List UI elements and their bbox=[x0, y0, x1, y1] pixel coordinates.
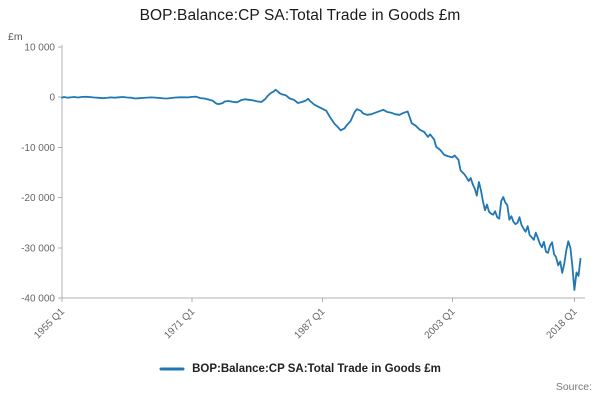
y-tick-label: -20 000 bbox=[21, 193, 55, 204]
series-line bbox=[61, 88, 582, 291]
x-tick-label: 1955 Q1 bbox=[32, 306, 67, 341]
y-tick-label: -40 000 bbox=[21, 294, 55, 305]
legend-line-icon bbox=[159, 367, 185, 371]
x-tick-label: 1971 Q1 bbox=[162, 306, 197, 341]
legend-item[interactable]: BOP:Balance:CP SA:Total Trade in Goods £… bbox=[159, 363, 441, 375]
legend-label: BOP:Balance:CP SA:Total Trade in Goods £… bbox=[192, 363, 441, 375]
chart-title: BOP:Balance:CP SA:Total Trade in Goods £… bbox=[139, 7, 461, 24]
source-label: Source: bbox=[555, 381, 592, 393]
y-tick-label: -10 000 bbox=[21, 143, 55, 154]
legend: BOP:Balance:CP SA:Total Trade in Goods £… bbox=[0, 363, 600, 375]
y-tick-label: 10 000 bbox=[24, 43, 55, 54]
y-tick-label: -30 000 bbox=[21, 243, 55, 254]
x-tick-label: 2003 Q1 bbox=[423, 306, 458, 341]
x-tick-label: 2018 Q1 bbox=[545, 306, 580, 341]
x-tick-label: 1987 Q1 bbox=[292, 306, 327, 341]
y-axis-unit-label: £m bbox=[8, 31, 23, 43]
y-tick-label: 0 bbox=[49, 93, 55, 104]
plot-area: 10 000 0 -10 000 -20 000 -30 000 -40 0001955 … bbox=[21, 43, 585, 341]
